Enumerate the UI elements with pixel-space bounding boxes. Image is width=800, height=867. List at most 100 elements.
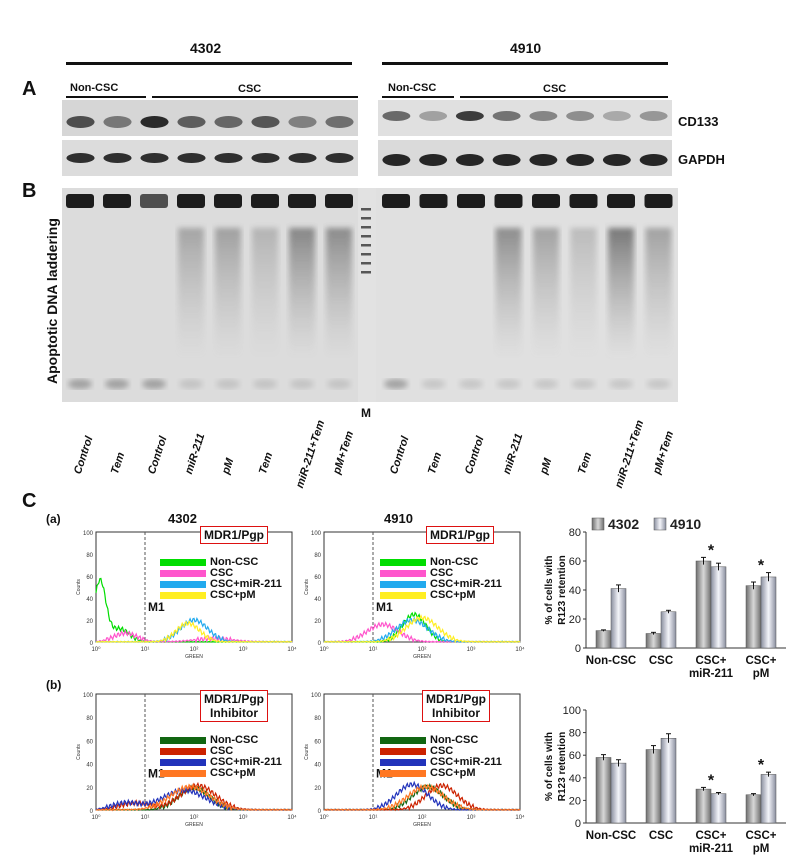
gel-lane-label: miR-211+Tem — [294, 418, 328, 490]
gel-well-band — [103, 194, 131, 208]
flow-x-tick-label: 10⁴ — [287, 646, 297, 653]
flow-legend-text: CSC+miR-211 — [210, 578, 282, 590]
inhibitor-text: Inhibitor — [432, 706, 480, 720]
blot-band — [177, 116, 206, 128]
gel-well-band — [382, 194, 410, 208]
flow-legend-text: CSC — [210, 567, 234, 579]
flow-legend-swatch — [160, 580, 206, 588]
flow-y-tick-label: 40 — [314, 597, 321, 603]
flow-y-tick-label: 100 — [311, 693, 322, 699]
gel-well-band — [251, 194, 279, 208]
flow-legend-entry: CSC+miR-211 — [380, 579, 502, 590]
gel-lane-label: pM+Tem — [650, 429, 676, 476]
gel-lane-label: miR-211+Tem — [613, 418, 647, 490]
flow-legend-entry: Non-CSC — [380, 735, 502, 746]
flow-legend-entry: CSC — [380, 746, 502, 757]
bar-category-label: CSC — [649, 655, 673, 667]
gel-well-band — [644, 194, 673, 208]
gel-low-band — [384, 379, 408, 389]
dna-laddering-gel — [62, 188, 678, 402]
gel-lane-label: Tem — [109, 450, 128, 476]
blot-label-gapdh: GAPDH — [678, 152, 725, 167]
flow-legend-entry: CSC — [380, 568, 502, 579]
flow-histogram-curve — [323, 614, 521, 644]
flow-x-tick-label: 10⁴ — [515, 814, 525, 821]
gel-low-band — [216, 379, 240, 389]
flow-legend-text: CSC — [210, 745, 234, 757]
mdr1-pgp-box-a-right: MDR1/Pgp — [426, 526, 494, 544]
flow-legend-swatch — [160, 736, 206, 744]
flow-y-tick-label: 20 — [86, 786, 93, 792]
gel-low-band — [459, 379, 483, 389]
flow-y-tick-label: 20 — [314, 786, 321, 792]
gel-well-band — [569, 194, 598, 208]
gel-well-band — [288, 194, 316, 208]
flow-legend-text: CSC+miR-211 — [430, 756, 502, 768]
blot-band — [529, 111, 558, 121]
csc-label-right: CSC — [543, 83, 567, 95]
gel-lane-label: Tem — [257, 450, 276, 476]
flow-histogram-curve — [323, 783, 521, 811]
blot-band — [529, 154, 558, 166]
blot-band — [103, 116, 132, 128]
flow-y-tick-label: 80 — [314, 716, 321, 722]
flow-x-tick-label: 10² — [418, 815, 427, 821]
gel-well-band — [494, 194, 523, 208]
flow-legend-swatch — [380, 758, 426, 766]
bar-4302 — [695, 788, 712, 824]
blot-band — [566, 154, 595, 166]
bar-y-tick-label: 80 — [569, 527, 581, 539]
csc-line-right — [460, 96, 668, 98]
flow-x-axis-label: GREEN — [185, 822, 203, 828]
flow-y-axis-label: Counts — [76, 744, 82, 760]
gel-dna-smear — [326, 228, 352, 358]
blot-band — [251, 153, 280, 163]
flow-legend-entry: Non-CSC — [160, 557, 282, 568]
col-title-4910: 4910 — [384, 511, 413, 526]
gel-dna-smear — [533, 228, 559, 358]
flow-legend-swatch — [380, 736, 426, 744]
flow-legend-swatch — [160, 769, 206, 777]
gel-dna-smear — [645, 228, 672, 358]
bar-y-axis-label: % of cells with — [544, 732, 555, 801]
flow-legend-swatch — [380, 747, 426, 755]
gel-low-band — [105, 379, 129, 389]
bar-4910 — [760, 774, 777, 824]
mdr1-pgp-inhibitor-box-b-left: MDR1/Pgp Inhibitor — [200, 690, 268, 722]
blot-band — [492, 154, 521, 166]
flow-y-tick-label: 0 — [318, 809, 322, 815]
gel-lane-label: Tem — [575, 450, 594, 476]
gel-dna-smear — [252, 228, 278, 358]
flow-legend-text: CSC+pM — [430, 767, 476, 779]
bar-category-label: CSC+ — [746, 830, 777, 842]
gel-low-band — [609, 379, 633, 389]
flow-x-axis-label: GREEN — [185, 654, 203, 660]
flow-x-tick-label: 10¹ — [369, 815, 378, 821]
bar-y-tick-label: 0 — [575, 643, 581, 655]
gel-low-band — [496, 379, 521, 389]
blot-band — [140, 153, 169, 163]
bar-y-tick-label: 60 — [569, 556, 581, 568]
flow-y-tick-label: 80 — [86, 716, 93, 722]
flow-legend-swatch — [160, 747, 206, 755]
significance-star: * — [758, 757, 765, 774]
gel-low-band — [253, 379, 277, 389]
gel-dna-smear — [215, 228, 241, 358]
gel-marker-band — [361, 208, 371, 211]
flow-gate-label: M1 — [376, 600, 393, 614]
bar-category-label: CSC+ — [696, 830, 727, 842]
noncsc-line-left — [66, 96, 146, 98]
blot-band — [492, 111, 521, 121]
blot-band — [455, 111, 484, 121]
bar-chart-r123-b: 0 20 40 60 80 100 % of cells with R123 retentio… — [544, 705, 786, 855]
bar-y-tick-label: 40 — [569, 585, 581, 597]
flow-legend-entry: Non-CSC — [380, 557, 502, 568]
gel-lane-label: pM — [220, 456, 237, 476]
bar-4910 — [660, 738, 677, 824]
gel-well-band — [140, 194, 168, 208]
flow-legend-swatch — [380, 558, 426, 566]
blot-band — [639, 154, 668, 166]
bar-y-tick-label: 80 — [569, 728, 581, 740]
flow-legend-swatch — [380, 580, 426, 588]
flow-legend-text: Non-CSC — [430, 734, 479, 746]
